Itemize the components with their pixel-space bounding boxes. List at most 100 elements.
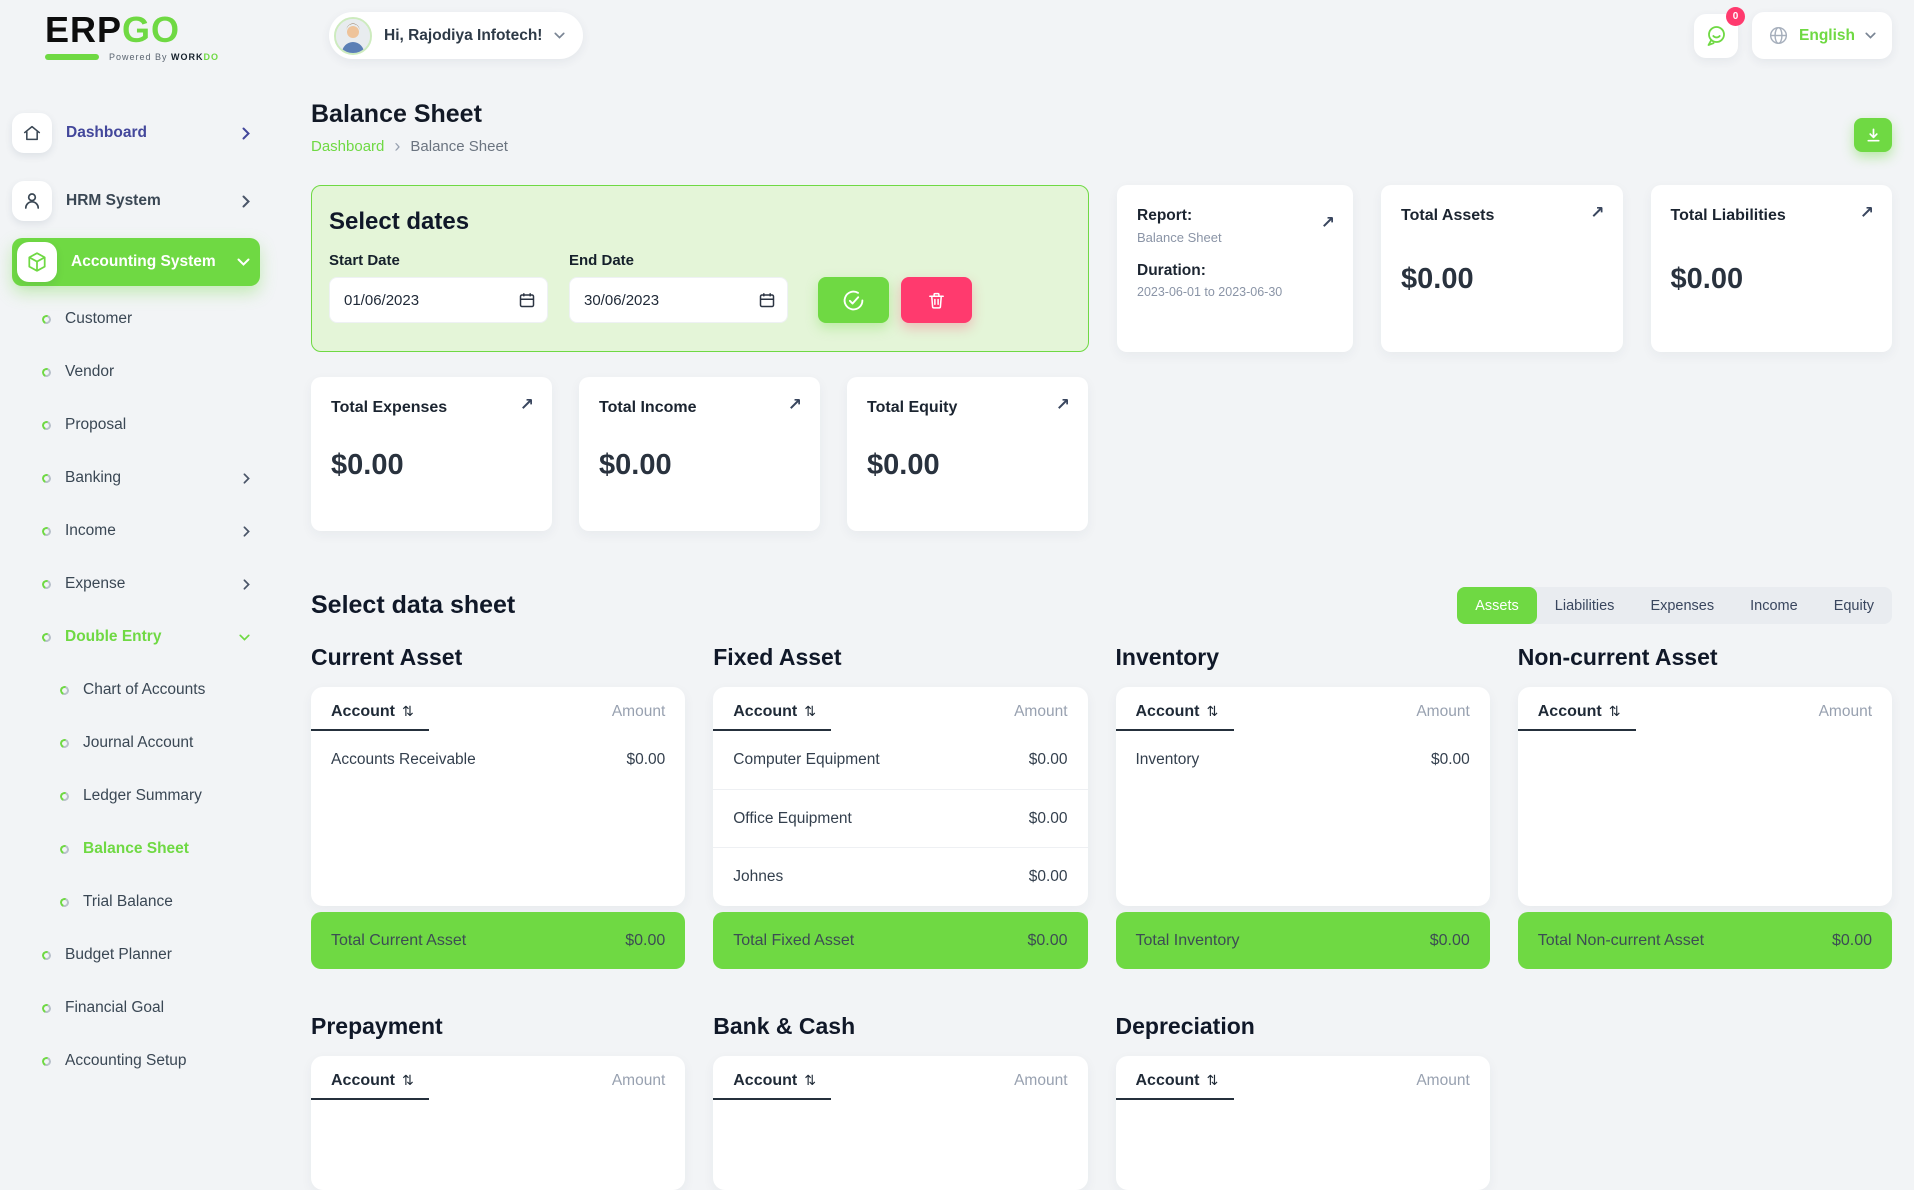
sidebar-item-financial-goal[interactable]: Financial Goal bbox=[40, 987, 260, 1029]
main-content: Hi, Rajodiya Infotech! 0 English Balance… bbox=[272, 0, 1914, 1190]
sidebar-item-ledger-summary[interactable]: Ledger Summary bbox=[58, 775, 260, 817]
account-name: Accounts Receivable bbox=[331, 751, 476, 768]
sort-account-header[interactable]: Account ⇅ bbox=[733, 1072, 816, 1089]
tab-liabilities[interactable]: Liabilities bbox=[1554, 597, 1615, 614]
sidebar-item-proposal[interactable]: Proposal bbox=[40, 404, 260, 446]
table-title: Depreciation bbox=[1115, 1013, 1255, 1039]
total-amount: $0.00 bbox=[625, 931, 666, 949]
external-link-icon[interactable]: ↗ bbox=[1320, 213, 1335, 233]
chevron-right-icon bbox=[243, 578, 250, 590]
amount-header: Amount bbox=[1818, 703, 1872, 720]
sidebar-item-label: Accounting Setup bbox=[65, 1052, 187, 1069]
table-header: Account ⇅ Amount bbox=[311, 687, 685, 731]
external-link-icon[interactable]: ↗ bbox=[1859, 203, 1874, 223]
sidebar-item-label: Dashboard bbox=[66, 124, 147, 141]
sidebar-item-dashboard[interactable]: Dashboard bbox=[12, 109, 260, 157]
clear-filter-button[interactable] bbox=[901, 277, 972, 323]
stat-label: Total Equity bbox=[867, 399, 958, 416]
account-amount: $0.00 bbox=[1028, 751, 1068, 768]
sidebar-item-vendor[interactable]: Vendor bbox=[40, 351, 260, 393]
bullet-icon bbox=[40, 419, 53, 431]
tab-equity[interactable]: Equity bbox=[1833, 597, 1874, 614]
table-card: Account ⇅ Amount Inventory $0.00 bbox=[1115, 687, 1490, 906]
language-selector[interactable]: English bbox=[1752, 12, 1892, 59]
external-link-icon[interactable]: ↗ bbox=[1590, 203, 1605, 223]
tab-income[interactable]: Income bbox=[1750, 597, 1798, 614]
sidebar-item-balance-sheet[interactable]: Balance Sheet bbox=[58, 828, 260, 870]
globe-icon bbox=[1768, 25, 1789, 46]
end-date-input[interactable] bbox=[570, 278, 787, 322]
sidebar-item-income[interactable]: Income bbox=[40, 510, 260, 552]
download-icon bbox=[1865, 127, 1882, 144]
sidebar-item-double-entry[interactable]: Double Entry bbox=[40, 616, 260, 658]
sort-account-header[interactable]: Account ⇅ bbox=[1537, 703, 1621, 720]
account-amount: $0.00 bbox=[1028, 867, 1068, 885]
user-menu[interactable]: Hi, Rajodiya Infotech! bbox=[329, 12, 584, 59]
messages-button[interactable]: 0 bbox=[1694, 6, 1746, 58]
sidebar-item-label: Double Entry bbox=[65, 628, 162, 645]
external-link-icon[interactable]: ↗ bbox=[787, 395, 802, 415]
sidebar-item-expense[interactable]: Expense bbox=[40, 563, 260, 605]
stat-label: Total Expenses bbox=[331, 399, 448, 416]
table-card: Account ⇅ Amount bbox=[1517, 687, 1892, 906]
brand-logo[interactable]: ERPGO Powered By WORKDO bbox=[45, 12, 219, 62]
total-assets-card: ↗ Total Assets $0.00 bbox=[1381, 185, 1623, 352]
sidebar-item-hrm-system[interactable]: HRM System bbox=[12, 177, 260, 225]
sort-account-header[interactable]: Account ⇅ bbox=[1135, 1072, 1219, 1089]
powered-by-text: Powered By WORKDO bbox=[109, 52, 220, 62]
sidebar-item-customer[interactable]: Customer bbox=[40, 298, 260, 340]
total-expenses-card: ↗ Total Expenses $0.00 bbox=[311, 377, 552, 531]
amount-header: Amount bbox=[611, 703, 666, 720]
sidebar-item-label: Accounting System bbox=[71, 253, 216, 270]
tab-expenses[interactable]: Expenses bbox=[1650, 597, 1715, 614]
language-label: English bbox=[1799, 26, 1855, 44]
sidebar-item-label: Budget Planner bbox=[65, 946, 172, 963]
apply-filter-button[interactable] bbox=[818, 277, 889, 323]
sort-account-header[interactable]: Account ⇅ bbox=[331, 703, 414, 720]
table-header: Account ⇅ Amount bbox=[713, 687, 1087, 731]
bank-cash-section: Bank & Cash Account ⇅ Amount bbox=[713, 1013, 1088, 1190]
stat-value: $0.00 bbox=[599, 449, 672, 481]
sidebar-item-trial-balance[interactable]: Trial Balance bbox=[58, 881, 260, 923]
stat-value: $0.00 bbox=[1401, 263, 1474, 295]
sidebar-item-journal-account[interactable]: Journal Account bbox=[58, 722, 260, 764]
sidebar-item-accounting-setup[interactable]: Accounting Setup bbox=[40, 1040, 260, 1082]
bullet-icon bbox=[58, 737, 71, 749]
start-date-input[interactable] bbox=[330, 278, 547, 322]
total-amount: $0.00 bbox=[1831, 931, 1872, 949]
datasheet-tabs: Assets Liabilities Expenses Income Equit… bbox=[1457, 587, 1892, 624]
table-title: Inventory bbox=[1115, 644, 1220, 670]
account-amount: $0.00 bbox=[1430, 751, 1470, 768]
sort-account-header[interactable]: Account ⇅ bbox=[733, 703, 816, 720]
sort-account-header[interactable]: Account ⇅ bbox=[1135, 703, 1219, 720]
chevron-right-icon bbox=[243, 472, 250, 484]
total-amount: $0.00 bbox=[1429, 931, 1470, 949]
tab-assets[interactable]: Assets bbox=[1457, 587, 1537, 624]
sidebar-item-accounting-system[interactable]: Accounting System bbox=[12, 238, 260, 286]
datasheet-title: Select data sheet bbox=[311, 591, 516, 619]
sort-icon: ⇅ bbox=[1608, 704, 1621, 720]
breadcrumb-current: Balance Sheet bbox=[410, 137, 508, 155]
external-link-icon[interactable]: ↗ bbox=[519, 395, 534, 415]
external-link-icon[interactable]: ↗ bbox=[1055, 395, 1070, 415]
sidebar-item-budget-planner[interactable]: Budget Planner bbox=[40, 934, 260, 976]
table-header: Account ⇅ Amount bbox=[1115, 687, 1490, 731]
table-total-row: Total Fixed Asset $0.00 bbox=[713, 912, 1088, 969]
report-value: Balance Sheet bbox=[1137, 230, 1222, 245]
sort-account-header[interactable]: Account ⇅ bbox=[331, 1072, 414, 1089]
table-total-row: Total Non-current Asset $0.00 bbox=[1517, 912, 1892, 969]
sidebar-item-banking[interactable]: Banking bbox=[40, 457, 260, 499]
sidebar-item-label: Balance Sheet bbox=[83, 840, 189, 857]
total-income-card: ↗ Total Income $0.00 bbox=[579, 377, 820, 531]
bullet-icon bbox=[40, 1002, 53, 1014]
breadcrumb-dashboard-link[interactable]: Dashboard bbox=[311, 137, 385, 155]
table-header: Account ⇅ Amount bbox=[1115, 1056, 1490, 1100]
chevron-right-icon bbox=[242, 127, 250, 140]
breadcrumb: Dashboard › Balance Sheet bbox=[311, 137, 508, 155]
sidebar-item-label: Ledger Summary bbox=[83, 787, 202, 804]
sidebar-item-chart-of-accounts[interactable]: Chart of Accounts bbox=[58, 669, 260, 711]
sort-icon: ⇅ bbox=[402, 1073, 414, 1089]
download-button[interactable] bbox=[1854, 118, 1892, 152]
sidebar-item-label: Income bbox=[65, 522, 116, 539]
bullet-icon bbox=[58, 843, 71, 855]
